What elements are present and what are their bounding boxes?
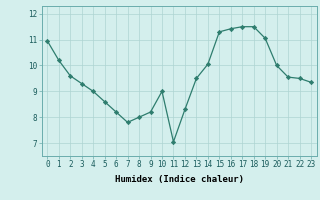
X-axis label: Humidex (Indice chaleur): Humidex (Indice chaleur) xyxy=(115,175,244,184)
